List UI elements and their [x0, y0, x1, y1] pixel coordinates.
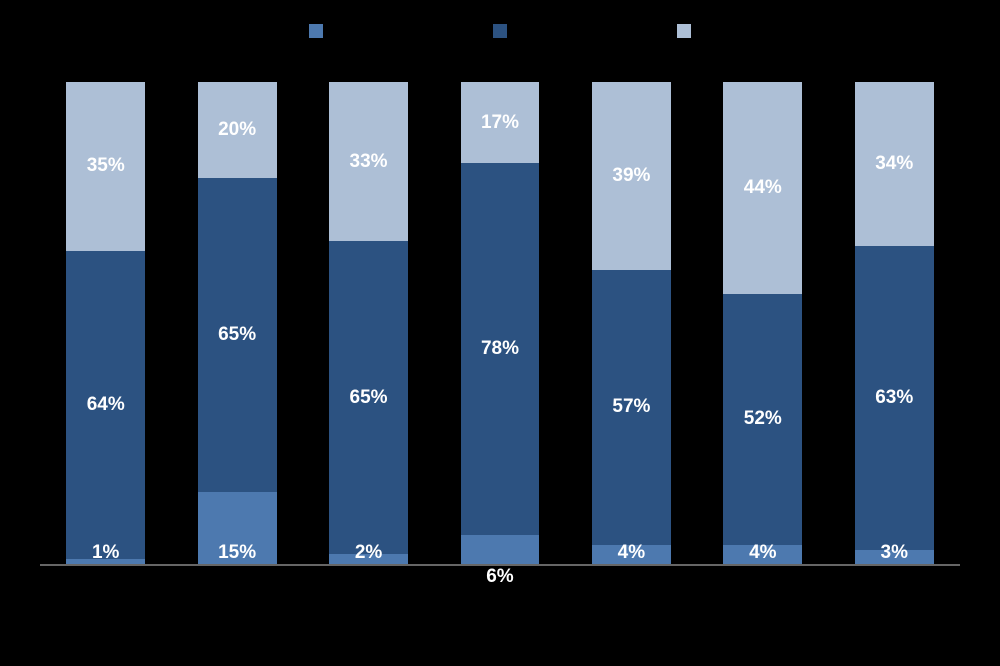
segment-label: 3%: [855, 542, 934, 564]
segment-label: 15%: [198, 542, 277, 564]
legend-item: [493, 24, 507, 38]
bar-segment-bottom: 15%: [198, 492, 277, 564]
stacked-bar: 33% 65% 2%: [329, 82, 408, 564]
segment-label: 52%: [723, 408, 802, 430]
segment-label: 64%: [66, 394, 145, 416]
bar-segment-top: 34%: [855, 82, 934, 246]
bar-segment-top: 39%: [592, 82, 671, 270]
bar-slot: 39% 57% 4%: [566, 82, 697, 566]
plot-area: 35% 64% 1% 20% 65% 15% 33% 65% 2% 17% 78% 6% 39% 57% 4…: [40, 82, 960, 566]
bar-segment-top: 20%: [198, 82, 277, 178]
bar-slot: 17% 78% 6%: [434, 82, 565, 566]
segment-label: 39%: [592, 165, 671, 187]
segment-label: 1%: [66, 542, 145, 564]
bar-segment-top: 17%: [461, 82, 540, 163]
bar-segment-middle: 52%: [723, 294, 802, 545]
segment-label: 20%: [198, 119, 277, 141]
bar-segment-bottom: 4%: [723, 545, 802, 564]
legend-item: [677, 24, 691, 38]
x-axis-line: [40, 564, 960, 566]
bar-slot: 34% 63% 3%: [829, 82, 960, 566]
legend-swatch: [309, 24, 323, 38]
bar-segment-middle: 63%: [855, 246, 934, 550]
bar-segment-bottom: 3%: [855, 550, 934, 564]
segment-label: 65%: [198, 324, 277, 346]
bar-segment-middle: 57%: [592, 270, 671, 545]
bar-segment-middle: 78%: [461, 163, 540, 535]
legend-swatch: [493, 24, 507, 38]
stacked-bar: 44% 52% 4%: [723, 82, 802, 564]
stacked-bar-chart: 35% 64% 1% 20% 65% 15% 33% 65% 2% 17% 78% 6% 39% 57% 4…: [0, 0, 1000, 666]
segment-label: 57%: [592, 396, 671, 418]
bar-segment-top: 35%: [66, 82, 145, 251]
segment-label: 63%: [855, 387, 934, 409]
bar-segment-middle: 65%: [329, 241, 408, 554]
bar-slot: 33% 65% 2%: [303, 82, 434, 566]
segment-label: 4%: [723, 542, 802, 564]
legend: [0, 24, 1000, 38]
bar-segment-middle: 64%: [66, 251, 145, 559]
segment-label: 44%: [723, 177, 802, 199]
segment-label: 34%: [855, 153, 934, 175]
segment-label: 4%: [592, 542, 671, 564]
bar-segment-top: 44%: [723, 82, 802, 294]
segment-label: 17%: [461, 112, 540, 134]
bars-container: 35% 64% 1% 20% 65% 15% 33% 65% 2% 17% 78% 6% 39% 57% 4…: [40, 82, 960, 566]
segment-label: 78%: [461, 338, 540, 360]
legend-swatch: [677, 24, 691, 38]
bar-slot: 20% 65% 15%: [171, 82, 302, 566]
segment-label: 2%: [329, 542, 408, 564]
stacked-bar: 34% 63% 3%: [855, 82, 934, 564]
stacked-bar: 39% 57% 4%: [592, 82, 671, 564]
bar-segment-bottom: 2%: [329, 554, 408, 564]
bar-slot: 35% 64% 1%: [40, 82, 171, 566]
bar-slot: 44% 52% 4%: [697, 82, 828, 566]
segment-label: 35%: [66, 155, 145, 177]
stacked-bar: 20% 65% 15%: [198, 82, 277, 564]
legend-item: [309, 24, 323, 38]
bar-segment-bottom: 4%: [592, 545, 671, 564]
bar-segment-middle: 65%: [198, 178, 277, 491]
stacked-bar: 35% 64% 1%: [66, 82, 145, 564]
segment-label: 6%: [461, 566, 540, 588]
segment-label: 33%: [329, 151, 408, 173]
bar-segment-bottom: 6%: [461, 535, 540, 564]
stacked-bar: 17% 78% 6%: [461, 82, 540, 564]
bar-segment-top: 33%: [329, 82, 408, 241]
segment-label: 65%: [329, 387, 408, 409]
